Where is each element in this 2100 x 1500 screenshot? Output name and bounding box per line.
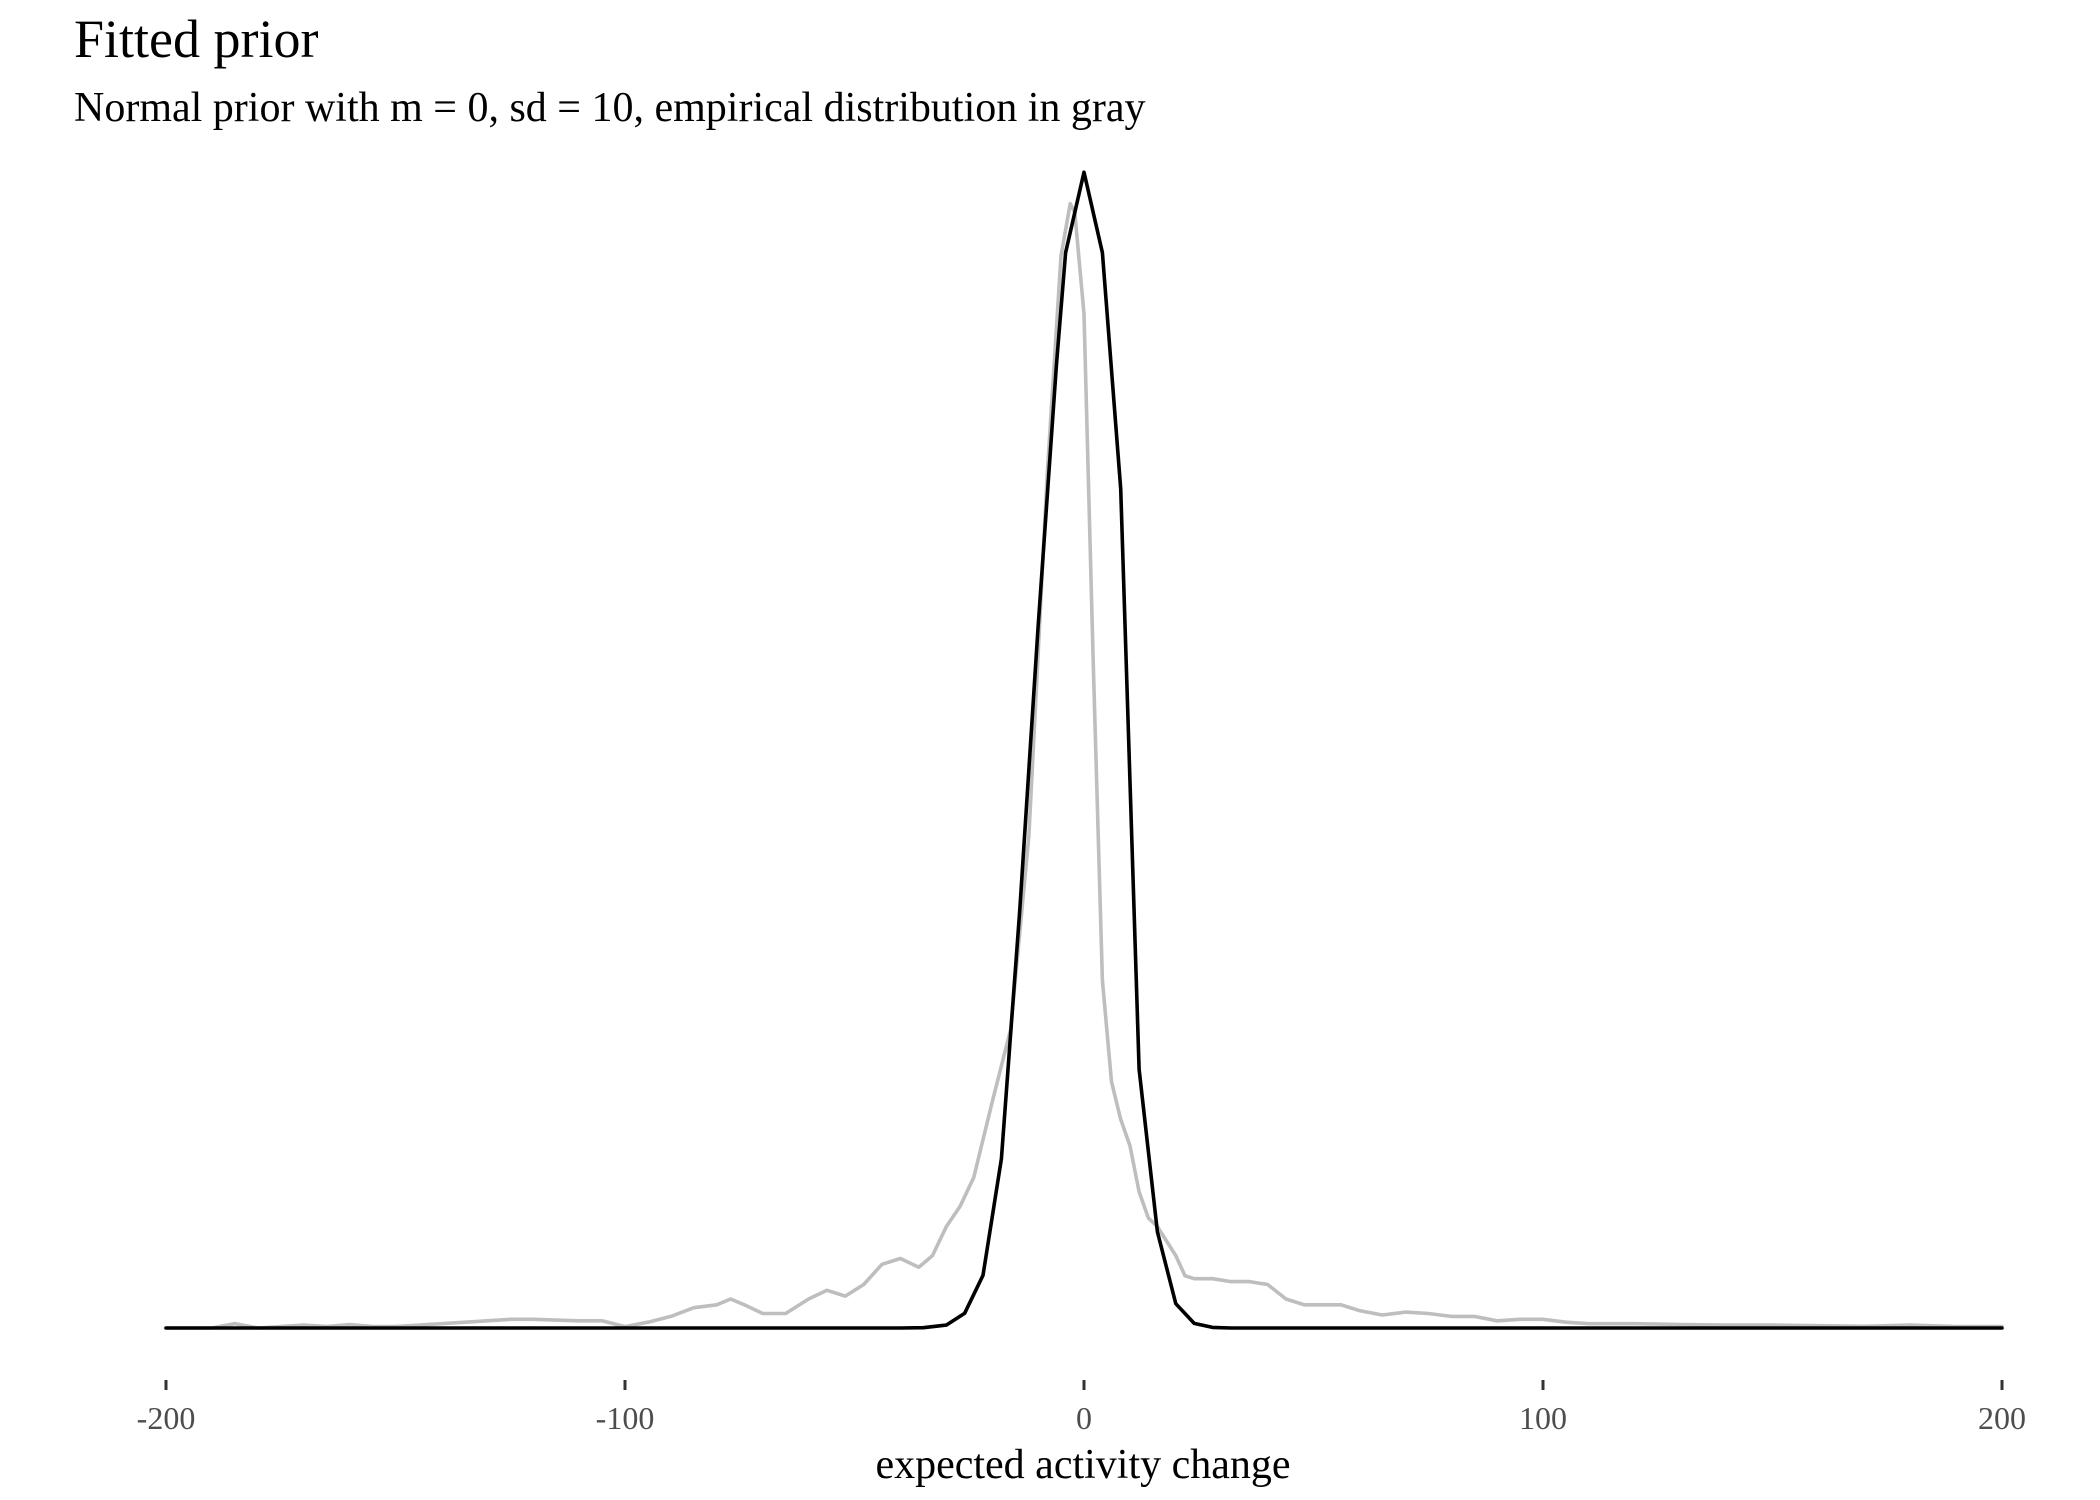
chart-title: Fitted prior <box>74 9 319 69</box>
x-tick-label: 0 <box>1076 1400 1092 1436</box>
series-line-empirical <box>164 201 2004 1330</box>
chart-subtitle: Normal prior with m = 0, sd = 10, empiri… <box>74 85 1146 131</box>
x-tick-label: 200 <box>1978 1400 2026 1436</box>
x-tick-label: -200 <box>137 1400 196 1436</box>
x-axis-ticks: -200 -100 0 100 200 <box>137 1380 2026 1436</box>
series-line-normal-prior <box>164 170 2004 1330</box>
x-tick-label: 100 <box>1519 1400 1567 1436</box>
x-tick-label: -100 <box>596 1400 655 1436</box>
x-axis-title: expected activity change <box>875 1442 1290 1488</box>
series-layer <box>164 170 2004 1330</box>
